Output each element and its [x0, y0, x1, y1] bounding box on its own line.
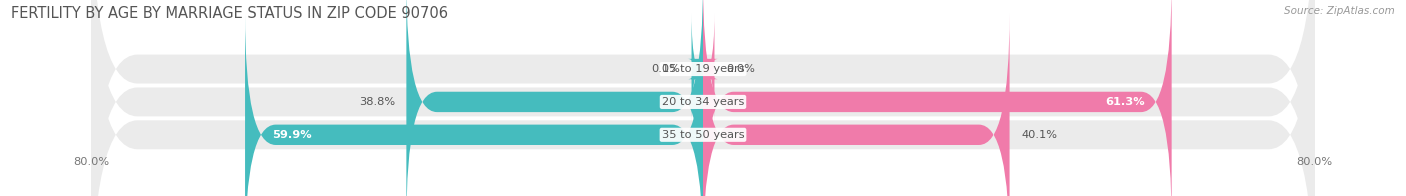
- Text: 0.0%: 0.0%: [651, 64, 681, 74]
- Text: 0.0%: 0.0%: [725, 64, 755, 74]
- FancyBboxPatch shape: [91, 0, 1315, 196]
- FancyBboxPatch shape: [91, 0, 1315, 196]
- FancyBboxPatch shape: [91, 0, 1315, 196]
- Text: FERTILITY BY AGE BY MARRIAGE STATUS IN ZIP CODE 90706: FERTILITY BY AGE BY MARRIAGE STATUS IN Z…: [11, 6, 449, 21]
- FancyBboxPatch shape: [703, 14, 1010, 196]
- FancyBboxPatch shape: [245, 14, 703, 196]
- FancyBboxPatch shape: [703, 0, 1171, 196]
- Text: 20 to 34 years: 20 to 34 years: [662, 97, 744, 107]
- FancyBboxPatch shape: [688, 14, 707, 125]
- FancyBboxPatch shape: [406, 0, 703, 196]
- Text: 38.8%: 38.8%: [359, 97, 395, 107]
- Text: 61.3%: 61.3%: [1105, 97, 1144, 107]
- Text: 35 to 50 years: 35 to 50 years: [662, 130, 744, 140]
- Text: 59.9%: 59.9%: [271, 130, 312, 140]
- Text: 15 to 19 years: 15 to 19 years: [662, 64, 744, 74]
- FancyBboxPatch shape: [699, 14, 718, 125]
- Text: Source: ZipAtlas.com: Source: ZipAtlas.com: [1284, 6, 1395, 16]
- Text: 40.1%: 40.1%: [1021, 130, 1057, 140]
